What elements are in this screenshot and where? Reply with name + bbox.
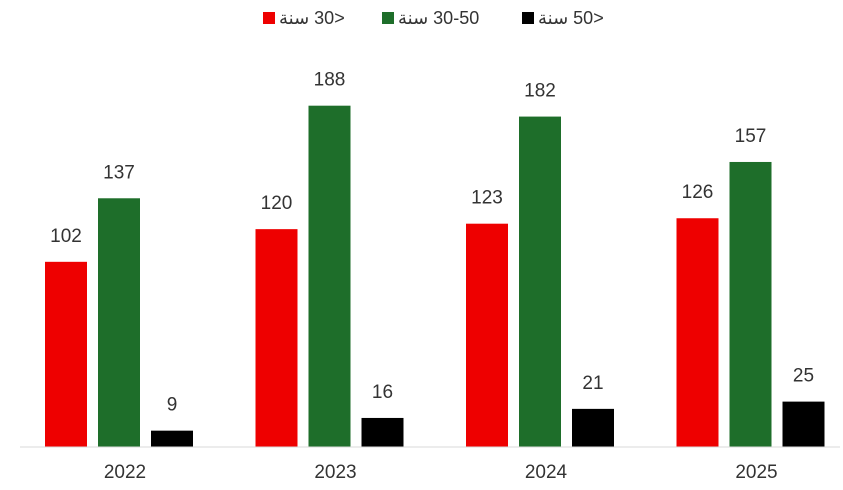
data-label: 123 (471, 188, 503, 209)
legend-label: <50 سنة (538, 8, 604, 28)
bar-2023-series-2 (308, 105, 351, 447)
legend-swatch (263, 12, 275, 24)
data-label: 120 (261, 193, 293, 214)
data-label: 16 (372, 382, 393, 403)
data-label: 182 (524, 81, 556, 102)
x-tick-label: 2024 (525, 462, 568, 483)
plot-area: 102 137 9 120 188 16 123 182 21 126 157 25 (45, 70, 825, 448)
data-label: 188 (314, 70, 346, 91)
x-tick-label: 2023 (314, 462, 356, 483)
bar-2024-series-2 (519, 116, 561, 447)
data-label: 25 (793, 366, 814, 387)
bar-2025-series-1 (676, 218, 719, 447)
bar-2023-series-3 (361, 417, 404, 447)
chart-legend: <30 سنة 30-50 سنة <50 سنة (263, 8, 604, 28)
legend-label: <30 سنة (279, 8, 345, 28)
legend-label: 30-50 سنة (398, 8, 479, 28)
x-tick-label: 2022 (104, 462, 146, 483)
data-label: 9 (167, 395, 178, 416)
bar-2023-series-1 (255, 229, 298, 447)
data-label: 137 (103, 162, 135, 183)
data-label: 102 (50, 226, 82, 247)
x-axis: 2022 2023 2024 2025 (20, 446, 840, 483)
legend-swatch (382, 12, 394, 24)
legend-swatch (522, 12, 534, 24)
bar-2025-series-2 (729, 161, 772, 448)
bar-2022-series-2 (98, 198, 140, 447)
bar-2024-series-3 (572, 408, 614, 447)
data-label: 21 (582, 373, 603, 394)
bar-2022-series-1 (45, 261, 87, 447)
data-label: 157 (735, 126, 767, 147)
x-tick-label: 2025 (735, 462, 777, 483)
bar-2022-series-3 (151, 430, 193, 447)
bar-2025-series-3 (782, 401, 825, 447)
bar-2024-series-1 (466, 223, 508, 447)
data-label: 126 (682, 182, 714, 203)
